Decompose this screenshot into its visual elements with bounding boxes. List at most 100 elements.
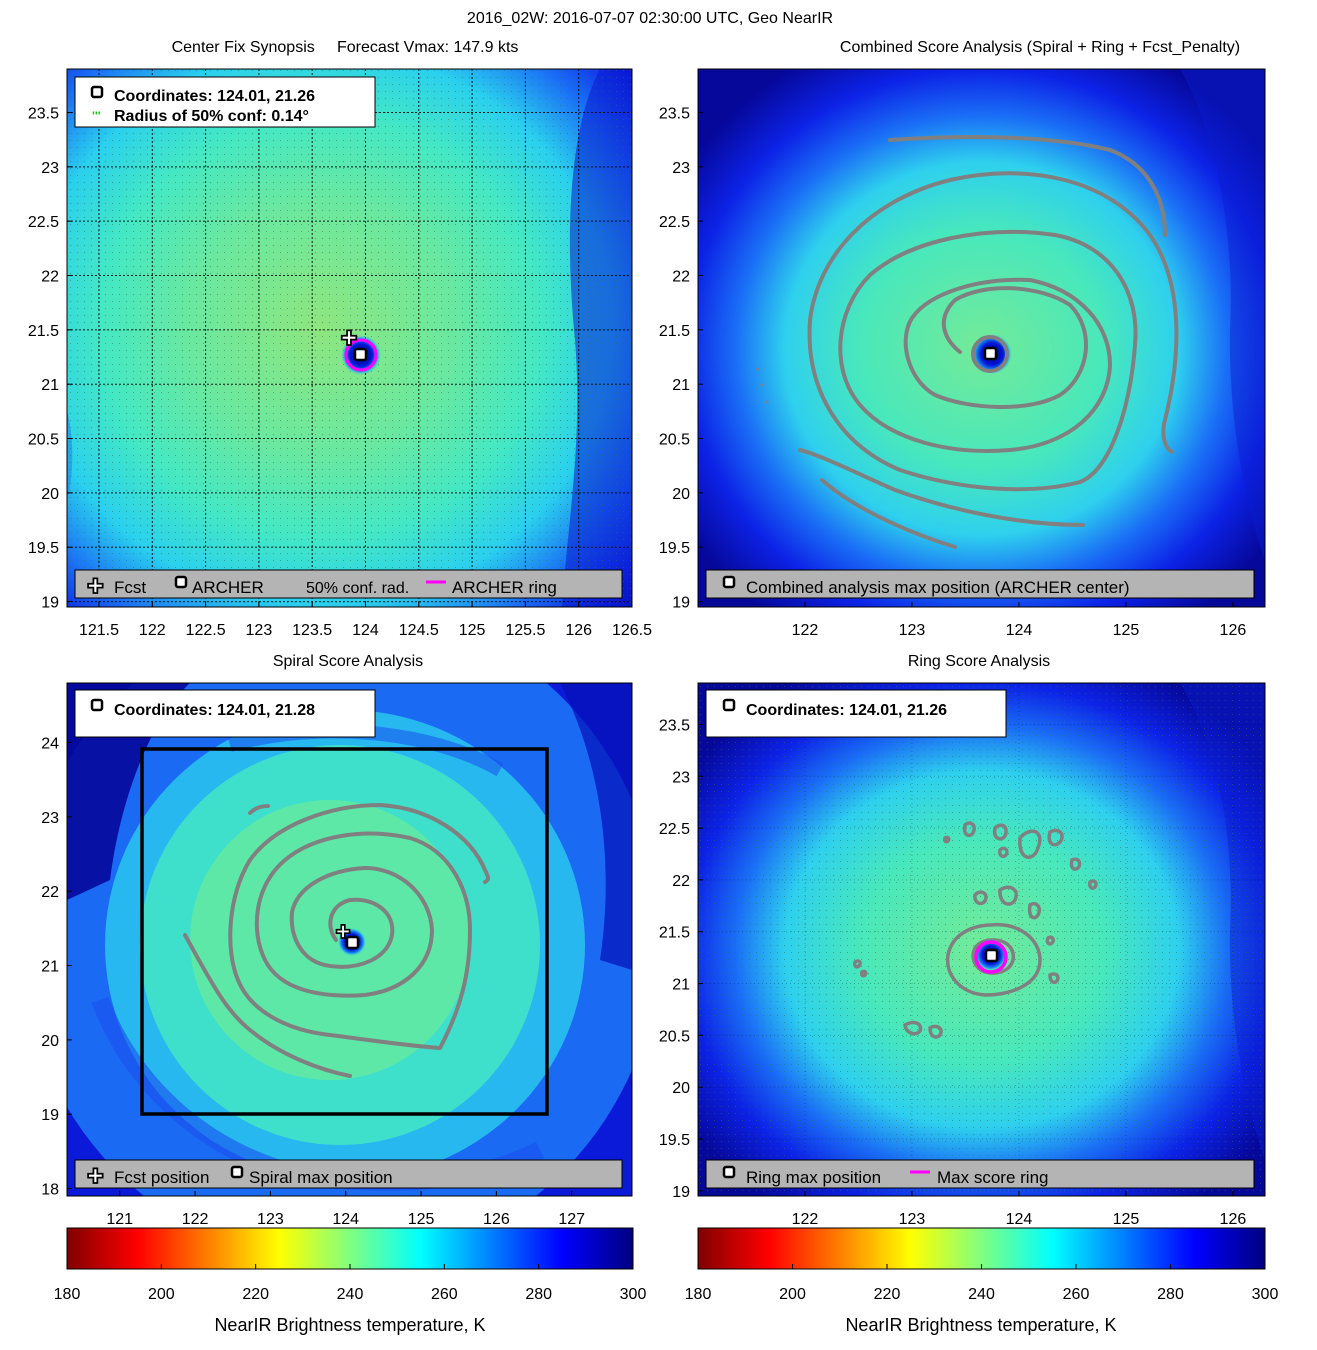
spiral-title: Spiral Score Analysis (273, 653, 423, 670)
combined-contours (798, 135, 1179, 549)
spiral-forecast-cross-icon: ✚ (335, 922, 350, 942)
colorbar-tick-label: 240 (968, 1286, 995, 1303)
ring-ticks: 122 123 124 125 126 19 19.5 20 20.5 21 21.5 22 22.5 2… (659, 717, 1246, 1228)
x-tick-label: 121 (106, 1211, 133, 1228)
colorbar-tick-label: 200 (779, 1286, 806, 1303)
x-tick-label: 124 (1006, 1211, 1033, 1228)
x-tick-label: 125 (1113, 1211, 1140, 1228)
y-tick-label: 18 (41, 1182, 59, 1199)
x-tick-label: 124 (332, 1211, 359, 1228)
forecast-cross-icon: ✚ (341, 328, 358, 350)
spiral-info-box (74, 689, 376, 738)
legend-spiral-max-label: Spiral max position (249, 1168, 393, 1187)
panel-synopsis: Center Fix Synopsis Forecast Vmax: 147.9… (28, 39, 652, 639)
ring-max-marker (984, 948, 999, 963)
y-tick-label: 20.5 (28, 432, 59, 449)
x-tick-label: 122 (792, 622, 819, 639)
ring-grid (698, 683, 1265, 1196)
ring-info-box (705, 689, 1007, 738)
legend-conf-label: 50% conf. rad. (306, 580, 409, 597)
combined-ticks: 122 123 124 125 126 19 19.5 20 20.5 21 21.5 22 22.5 2… (659, 105, 1246, 639)
y-tick-label: 22 (41, 269, 59, 286)
colorbar-tick-label: 200 (148, 1286, 175, 1303)
y-tick-label: 23.5 (659, 717, 690, 734)
panel-ring: Ring Score Analysis (659, 653, 1266, 1228)
x-tick-label: 122 (182, 1211, 209, 1228)
x-tick-label: 122 (139, 622, 166, 639)
y-tick-label: 21 (41, 959, 59, 976)
legend-fcst-position-icon: ✚ (87, 1166, 104, 1188)
legend-archer-label: ARCHER (192, 578, 264, 597)
colorbar-right: 180 200 220 240 260 280 300 NearIR Brightness … (685, 1227, 1278, 1335)
legend-combined-icon (722, 575, 736, 589)
synopsis-coordinates: Coordinates: 124.01, 21.26 (114, 88, 315, 105)
y-tick-label: 21 (672, 977, 690, 994)
y-tick-label: 20 (672, 486, 690, 503)
x-tick-label: 125 (408, 1211, 435, 1228)
ring-axes (697, 682, 1266, 1197)
spiral-max-marker (345, 935, 360, 950)
colorbar-tick-label: 260 (431, 1286, 458, 1303)
y-tick-label: 19.5 (659, 540, 690, 557)
y-tick-label: 21.5 (659, 925, 690, 942)
combined-legend (705, 569, 1255, 599)
ring-max-score-ring (974, 940, 1008, 974)
y-tick-label: 19 (672, 595, 690, 612)
spiral-coordinates: Coordinates: 124.01, 21.28 (114, 702, 315, 719)
x-tick-label: 123 (899, 622, 926, 639)
y-tick-label: 20 (41, 1033, 59, 1050)
y-tick-label: 22.5 (659, 214, 690, 231)
x-tick-label: 125 (1113, 622, 1140, 639)
y-tick-label: 22 (672, 873, 690, 890)
combined-max-marker (983, 346, 998, 361)
x-tick-label: 126 (565, 622, 592, 639)
y-tick-label: 22 (672, 269, 690, 286)
y-tick-label: 23.5 (659, 105, 690, 122)
legend-ring-label: ARCHER ring (452, 578, 557, 597)
y-tick-label: 19 (41, 1107, 59, 1124)
square-marker-icon (90, 85, 104, 99)
colorbar-left-label: NearIR Brightness temperature, K (214, 1315, 485, 1335)
conf-radius-icon: ''' (92, 109, 101, 123)
y-tick-label: 22 (41, 884, 59, 901)
y-tick-label: 19 (41, 595, 59, 612)
y-tick-label: 21.5 (659, 323, 690, 340)
y-tick-label: 20 (672, 1080, 690, 1097)
x-tick-label: 123 (257, 1211, 284, 1228)
x-tick-label: 124 (352, 622, 379, 639)
colorbar-tick-label: 240 (337, 1286, 364, 1303)
y-tick-label: 20 (41, 486, 59, 503)
spiral-search-box (140, 747, 549, 1116)
legend-ring-max-label: Ring max position (746, 1168, 881, 1187)
colorbar-right-gradient (697, 1227, 1266, 1270)
legend-combined-label: Combined analysis max position (ARCHER c… (746, 578, 1130, 597)
y-tick-label: 23 (41, 160, 59, 177)
colorbar-tick-label: 220 (242, 1286, 269, 1303)
y-tick-label: 24 (41, 735, 59, 752)
x-tick-label: 126.5 (612, 622, 652, 639)
x-tick-label: 124.5 (399, 622, 439, 639)
y-tick-label: 21 (41, 377, 59, 394)
colorbar-tick-label: 220 (874, 1286, 901, 1303)
y-tick-label: 19.5 (28, 540, 59, 557)
x-tick-label: 122.5 (186, 622, 226, 639)
combined-axes (697, 68, 1266, 608)
x-tick-label: 126 (1220, 622, 1247, 639)
y-tick-label: 20.5 (659, 1028, 690, 1045)
synopsis-axes (66, 68, 633, 608)
spiral-contours (183, 802, 490, 1078)
synopsis-legend (74, 569, 623, 599)
legend-max-score-ring-label: Max score ring (937, 1168, 1048, 1187)
legend-fcst-label: Fcst (114, 578, 146, 597)
archer-ring (344, 338, 378, 372)
colorbar-tick-label: 300 (620, 1286, 647, 1303)
colorbar-right-label: NearIR Brightness temperature, K (845, 1315, 1116, 1335)
synopsis-info-box (74, 76, 376, 128)
colorbar-tick-label: 260 (1063, 1286, 1090, 1303)
square-marker-icon (722, 698, 736, 712)
spiral-axes (66, 682, 633, 1197)
ring-title: Ring Score Analysis (908, 653, 1050, 670)
spiral-legend (74, 1159, 623, 1189)
ring-legend (705, 1159, 1255, 1189)
x-tick-label: 127 (558, 1211, 585, 1228)
